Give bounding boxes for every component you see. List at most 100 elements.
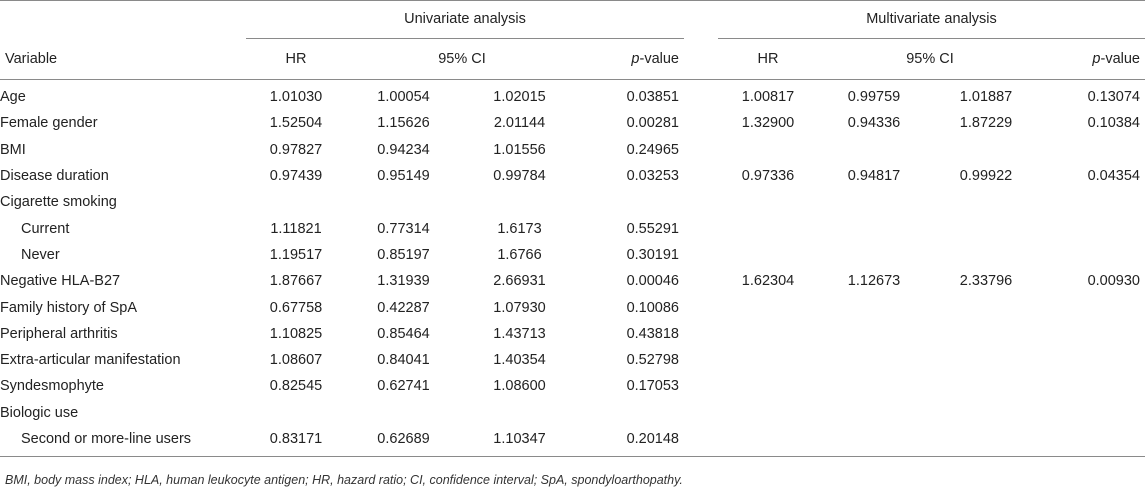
table-row: Disease duration 0.97439 0.95149 0.99784 0.0…: [0, 163, 1145, 189]
univariate-p-value: 0.17053: [626, 378, 679, 395]
multivariate-ci-lower-value: [818, 242, 930, 268]
multivariate-ci-header: 95% CI: [818, 38, 1042, 80]
univariate-ci-upper-value: 1.08600: [493, 378, 546, 395]
multivariate-ci-upper-value: [930, 321, 1042, 347]
multivariate-p-value: [1042, 321, 1145, 347]
univariate-ci-upper-value: 1.01556: [493, 141, 546, 158]
multivariate-group-header: Multivariate analysis: [718, 0, 1145, 39]
univariate-p-value: [578, 400, 684, 426]
univariate-p-value: [578, 189, 684, 215]
multivariate-ci-upper-value: [930, 294, 1042, 320]
univariate-p-value: 0.10086: [626, 299, 679, 316]
univariate-hr-value: 0.97439: [269, 168, 323, 185]
univariate-p-value: 0.55291: [626, 220, 679, 237]
multivariate-p-value: 0.04354: [1087, 168, 1140, 185]
univariate-ci-lower-value: 0.84041: [377, 352, 430, 369]
univariate-ci-lower-value: 0.85464: [377, 325, 430, 342]
multivariate-p-value: [1042, 400, 1145, 426]
univariate-hr-value: [246, 400, 346, 426]
p-suffix: -value: [639, 51, 680, 67]
univariate-hr-value: 0.82545: [269, 378, 323, 395]
univariate-ci-upper-value: 1.6173: [497, 220, 542, 237]
results-table: Univariate analysis Multivariate analysi…: [0, 0, 1145, 458]
multivariate-p-value: [1042, 347, 1145, 373]
multivariate-hr-value: [718, 425, 818, 458]
univariate-p-value: 0.24965: [626, 141, 679, 158]
variable-label: BMI: [0, 141, 26, 158]
p-suffix: -value: [1100, 51, 1141, 67]
multivariate-ci-upper-value: [930, 425, 1042, 458]
multivariate-ci-lower-value: [818, 400, 930, 426]
variable-column-header: Variable: [0, 38, 246, 80]
multivariate-hr-value: [718, 400, 818, 426]
multivariate-ci-lower-value: [818, 373, 930, 399]
gap-cell: [684, 163, 718, 189]
multivariate-ci-upper-value: 1.87229: [959, 115, 1013, 132]
variable-label: Second or more-line users: [0, 425, 246, 458]
multivariate-ci-upper-value: 1.01887: [959, 89, 1013, 106]
multivariate-hr-value: [718, 321, 818, 347]
univariate-group-header: Univariate analysis: [246, 0, 684, 39]
univariate-ci-lower-value: [346, 189, 461, 215]
univariate-ci-upper-value: 2.66931: [493, 273, 546, 290]
multivariate-ci-upper-value: 2.33796: [959, 273, 1013, 290]
multivariate-ci-upper-value: [930, 137, 1042, 163]
univariate-p-value: 0.43818: [626, 325, 679, 342]
multivariate-hr-value: 0.97336: [741, 168, 795, 185]
univariate-ci-header: 95% CI: [346, 38, 578, 80]
multivariate-ci-upper-value: [930, 215, 1042, 241]
gap-cell: [684, 215, 718, 241]
multivariate-ci-lower-value: 0.94336: [847, 115, 901, 132]
univariate-ci-lower-value: 1.15626: [377, 115, 430, 132]
empty-header-cell: [0, 0, 246, 39]
multivariate-ci-upper-value: [930, 189, 1042, 215]
univariate-ci-lower-value: 0.62741: [377, 378, 430, 395]
table-row: Extra-articular manifestation 1.08607 0.84…: [0, 347, 1145, 373]
multivariate-hr-value: [718, 189, 818, 215]
variable-label: Current: [21, 220, 70, 237]
univariate-ci-upper-value: 2.01144: [493, 115, 546, 132]
multivariate-ci-lower-value: [818, 189, 930, 215]
multivariate-ci-lower-value: 0.99759: [847, 89, 901, 106]
table-body: Age 1.01030 1.00054 1.02015 0.03851 1.00817 0.…: [0, 80, 1145, 458]
multivariate-p-value: [1042, 294, 1145, 320]
multivariate-hr-value: [718, 373, 818, 399]
table-row: Second or more-line users 0.83171 0.62689 1…: [0, 425, 1145, 458]
univariate-ci-lower-value: 0.95149: [377, 168, 430, 185]
multivariate-ci-lower-value: 1.12673: [847, 273, 901, 290]
univariate-ci-lower-value: 0.62689: [346, 425, 461, 458]
univariate-ci-upper-value: 0.99784: [493, 168, 546, 185]
univariate-p-value: 0.20148: [578, 425, 684, 458]
multivariate-ci-upper-value: [930, 242, 1042, 268]
gap-cell: [684, 242, 718, 268]
univariate-ci-upper-value: 1.43713: [493, 325, 546, 342]
multivariate-ci-lower-value: 0.94817: [847, 168, 901, 185]
multivariate-hr-value: [718, 137, 818, 163]
gap-cell: [684, 110, 718, 136]
multivariate-p-value: [1042, 189, 1145, 215]
univariate-p-value: 0.03851: [626, 89, 679, 106]
table-row: Current 1.11821 0.77314 1.6173 0.55291: [0, 215, 1145, 241]
multivariate-ci-lower-value: [818, 137, 930, 163]
gap-cell: [684, 373, 718, 399]
univariate-hr-value: 1.10825: [269, 325, 323, 342]
multivariate-ci-lower-value: [818, 347, 930, 373]
univariate-p-value: 0.52798: [626, 352, 679, 369]
univariate-ci-lower-value: 0.42287: [377, 299, 430, 316]
univariate-ci-upper-value: 1.10347: [461, 425, 578, 458]
multivariate-ci-lower-value: [818, 294, 930, 320]
table-row: Cigarette smoking: [0, 189, 1145, 215]
gap-cell: [684, 294, 718, 320]
univariate-p-value: 0.00046: [626, 273, 679, 290]
table-row: Female gender 1.52504 1.15626 2.01144 0.0028…: [0, 110, 1145, 136]
univariate-ci-upper-value: 1.6766: [497, 246, 542, 263]
multivariate-ci-lower-value: [818, 425, 930, 458]
table-row: Never 1.19517 0.85197 1.6766 0.30191: [0, 242, 1145, 268]
gap-cell: [684, 38, 718, 80]
univariate-p-header: p-value: [578, 38, 684, 80]
variable-label: Extra-articular manifestation: [0, 352, 181, 369]
gap-cell: [684, 0, 718, 39]
multivariate-ci-upper-value: 0.99922: [959, 168, 1013, 185]
multivariate-p-value: [1042, 215, 1145, 241]
univariate-ci-lower-value: 0.77314: [377, 220, 430, 237]
